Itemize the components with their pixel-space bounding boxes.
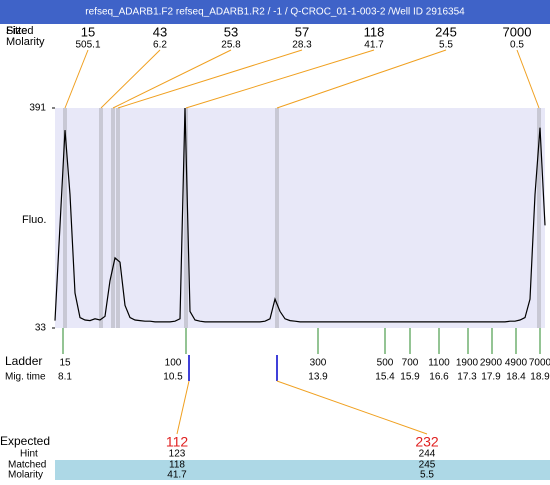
peak-band — [63, 108, 67, 328]
ladder-size: 100 — [165, 358, 182, 369]
peak-band — [111, 108, 115, 328]
peak-connector — [117, 49, 303, 109]
ladder-time: 15.9 — [400, 372, 420, 383]
ladder-time: 16.6 — [429, 372, 449, 383]
peak-size: 57 — [295, 24, 309, 39]
peak-size: 118 — [364, 24, 385, 39]
peak-connector — [516, 49, 540, 109]
peak-band — [99, 108, 103, 328]
expected-label: Expected — [0, 434, 50, 448]
peak-band — [275, 108, 279, 328]
trace — [54, 107, 546, 323]
ladder-time: 15.4 — [375, 372, 395, 383]
ladder-time: 13.9 — [308, 372, 328, 383]
peak-molarity: 5.5 — [439, 40, 453, 51]
ladder-time: 17.3 — [457, 372, 477, 383]
peak-size: 245 — [435, 24, 457, 39]
ladder-size: 1900 — [456, 358, 479, 369]
peak-connector — [100, 49, 161, 109]
fitted-label: Fitted — [6, 25, 34, 37]
size-label: Size — [6, 25, 27, 37]
peak-size: 53 — [224, 24, 238, 39]
peak-size: 43 — [153, 24, 167, 39]
peak-molarity: 28.3 — [292, 40, 312, 51]
peak-connector — [276, 49, 447, 109]
ladder-size: 300 — [310, 358, 327, 369]
hint-label: Hint — [20, 449, 38, 460]
molarity-label: Molarity — [6, 36, 45, 48]
ladder-time: 17.9 — [481, 372, 501, 383]
ladder-size: 7000 — [529, 358, 550, 369]
ladder-time: 10.5 — [163, 372, 183, 383]
ladder-size: 500 — [377, 358, 394, 369]
peak-molarity: 505.1 — [75, 40, 100, 51]
ladder-size: 15 — [59, 358, 71, 369]
peak-molarity: 41.7 — [364, 40, 384, 51]
matched-label: Matched — [8, 460, 46, 471]
y-tick-label: 33 — [35, 323, 47, 334]
peak-molarity: 6.2 — [153, 40, 167, 51]
expected-value: 232 — [415, 434, 439, 450]
y-tick-label: 391 — [29, 103, 46, 114]
mig-time-label: Mig. time — [5, 372, 46, 383]
y-label: Fluo. — [22, 214, 46, 226]
molarity-row-label: Molarity — [8, 470, 43, 480]
ladder-size: 1100 — [428, 358, 450, 369]
plot-area — [55, 108, 545, 328]
peak-molarity: 25.8 — [221, 40, 241, 51]
peak-band — [184, 108, 188, 328]
ladder-size: 2900 — [480, 358, 503, 369]
expected-connector — [276, 380, 428, 435]
peak-size: 15 — [81, 24, 95, 39]
matched-value: 118 — [169, 460, 185, 471]
title-bar — [0, 0, 550, 24]
molarity-value: 41.7 — [167, 470, 187, 480]
ladder-label: Ladder — [5, 354, 42, 368]
ladder-time: 18.9 — [530, 372, 550, 383]
peak-connector — [185, 49, 375, 109]
title: refseq_ADARB1.F2 refseq_ADARB1.R2 / -1 /… — [85, 7, 465, 18]
peak-band — [537, 108, 541, 328]
ladder-size: 700 — [402, 358, 419, 369]
peak-connector — [112, 49, 232, 109]
peak-size: 7000 — [503, 24, 532, 39]
peak-band — [116, 108, 120, 328]
hint-value: 244 — [419, 449, 436, 460]
matched-value: 245 — [419, 460, 436, 471]
peak-connector — [64, 49, 89, 109]
hint-value: 123 — [169, 449, 186, 460]
molarity-value: 5.5 — [420, 470, 434, 480]
expected-value: 112 — [166, 434, 189, 450]
ladder-time: 18.4 — [506, 372, 526, 383]
peak-molarity: 0.5 — [510, 40, 524, 51]
ladder-size: 4900 — [505, 358, 528, 369]
matched-band — [55, 460, 550, 480]
ladder-time: 8.1 — [58, 372, 72, 383]
expected-connector — [176, 380, 190, 435]
